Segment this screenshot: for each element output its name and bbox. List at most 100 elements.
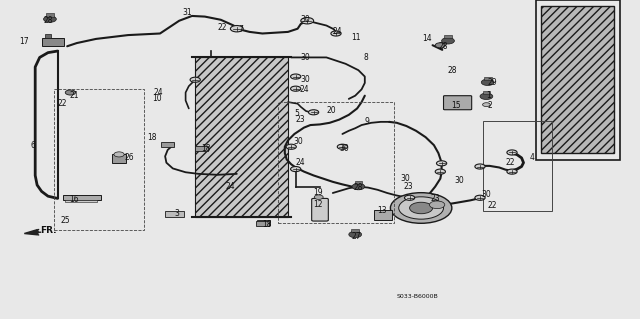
Text: 23: 23 (296, 115, 305, 124)
Circle shape (481, 79, 494, 85)
Text: 4: 4 (530, 153, 535, 162)
Bar (484, 77, 492, 80)
Text: 17: 17 (19, 37, 29, 46)
Text: 30: 30 (339, 144, 349, 153)
Text: 30: 30 (481, 190, 491, 199)
Text: 27: 27 (352, 232, 362, 241)
Circle shape (44, 16, 56, 22)
Text: 24: 24 (333, 27, 342, 36)
Polygon shape (24, 230, 38, 235)
Bar (63, 195, 101, 200)
Text: 19: 19 (314, 188, 323, 197)
Circle shape (390, 193, 452, 223)
Text: 29: 29 (488, 78, 497, 87)
Circle shape (308, 110, 319, 115)
Text: 6: 6 (31, 141, 36, 150)
Circle shape (291, 74, 301, 79)
Bar (257, 220, 270, 225)
Text: 24: 24 (225, 182, 235, 191)
Circle shape (507, 150, 517, 155)
Circle shape (435, 169, 445, 174)
Text: 18: 18 (147, 133, 157, 142)
Bar (374, 210, 392, 220)
Text: 24: 24 (296, 158, 305, 167)
Circle shape (291, 167, 301, 172)
Text: 20: 20 (326, 106, 336, 115)
Circle shape (442, 38, 454, 44)
Circle shape (352, 183, 365, 190)
Bar (278, 102, 394, 223)
Text: 22: 22 (506, 158, 515, 167)
Circle shape (399, 197, 444, 219)
Circle shape (410, 202, 433, 214)
FancyArrowPatch shape (433, 45, 442, 50)
Text: 28: 28 (353, 183, 363, 192)
Text: 2: 2 (488, 101, 492, 110)
Text: 28: 28 (44, 16, 53, 25)
Text: 24: 24 (154, 88, 163, 97)
Bar (195, 146, 208, 151)
Bar (483, 91, 490, 94)
Bar (65, 200, 97, 202)
Text: 18: 18 (202, 144, 211, 153)
Text: 5: 5 (294, 109, 300, 118)
Circle shape (429, 201, 445, 209)
Text: 31: 31 (182, 8, 192, 17)
Circle shape (230, 26, 243, 32)
FancyBboxPatch shape (444, 96, 472, 110)
Circle shape (404, 195, 415, 200)
Circle shape (301, 18, 314, 24)
Text: 11: 11 (351, 33, 360, 42)
Text: 1: 1 (486, 91, 491, 100)
Bar (195, 57, 288, 217)
Text: 25: 25 (61, 216, 70, 225)
Text: 30: 30 (454, 176, 464, 185)
Circle shape (65, 90, 76, 95)
Text: 30: 30 (301, 15, 310, 24)
Text: 28: 28 (448, 66, 458, 75)
Circle shape (349, 231, 362, 238)
Text: 23: 23 (403, 182, 413, 191)
Bar (165, 211, 184, 217)
Bar (45, 34, 51, 38)
Circle shape (435, 43, 445, 48)
Bar (483, 121, 552, 211)
Text: 9: 9 (365, 117, 370, 126)
Circle shape (483, 103, 490, 107)
Circle shape (190, 77, 200, 82)
Circle shape (475, 195, 485, 200)
Text: 30: 30 (301, 53, 310, 62)
Text: 30: 30 (301, 75, 310, 84)
FancyBboxPatch shape (312, 198, 328, 221)
Bar (536, 0, 620, 160)
Text: S033-B6000B: S033-B6000B (397, 293, 438, 299)
Text: 14: 14 (422, 34, 432, 43)
Text: 22: 22 (58, 99, 67, 108)
Circle shape (436, 161, 447, 166)
Bar (256, 221, 269, 226)
Circle shape (507, 169, 517, 174)
Text: 21: 21 (69, 91, 79, 100)
Text: 23: 23 (430, 194, 440, 203)
Circle shape (480, 93, 493, 100)
Circle shape (475, 164, 485, 169)
Text: 8: 8 (364, 53, 368, 62)
Text: 7: 7 (238, 25, 243, 34)
Text: 13: 13 (378, 206, 387, 215)
Text: 24: 24 (300, 85, 309, 94)
Text: 30: 30 (400, 174, 410, 183)
Text: FR.: FR. (40, 226, 56, 235)
Text: 30: 30 (293, 137, 303, 146)
Bar (54, 89, 144, 230)
Text: 26: 26 (125, 153, 134, 162)
Circle shape (314, 195, 323, 199)
Bar (112, 154, 126, 163)
Circle shape (337, 144, 348, 149)
Text: 22: 22 (488, 201, 497, 210)
Text: 18: 18 (262, 220, 272, 229)
Bar (46, 13, 54, 17)
Text: 22: 22 (218, 23, 227, 32)
Circle shape (114, 152, 124, 157)
Bar (42, 38, 64, 46)
Bar (161, 142, 174, 147)
